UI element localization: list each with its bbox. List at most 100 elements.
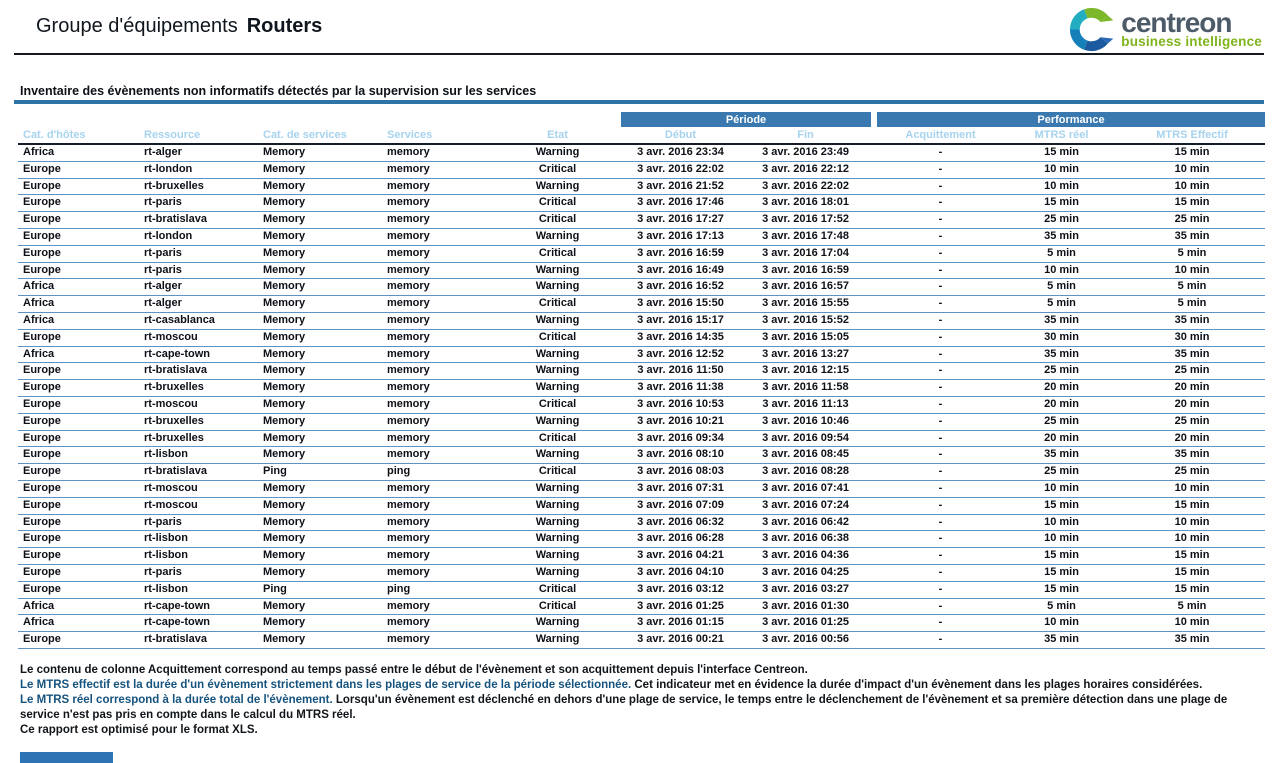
cell-acknowledgement: - xyxy=(877,245,1004,262)
cell-host-category: Europe xyxy=(18,430,139,447)
cell-end: 3 avr. 2016 08:45 xyxy=(740,447,871,464)
cell-start: 3 avr. 2016 22:02 xyxy=(621,161,740,178)
cell-acknowledgement: - xyxy=(877,514,1004,531)
note-term: Le MTRS réel correspond à la durée total… xyxy=(20,694,333,706)
cell-host-category: Africa xyxy=(18,312,139,329)
cell-resource: rt-bruxelles xyxy=(139,430,258,447)
event-row: Europert-moscouMemorymemoryCritical3 avr… xyxy=(18,396,1265,413)
cell-mtrs-real: 15 min xyxy=(1004,497,1119,514)
cell-acknowledgement: - xyxy=(877,178,1004,195)
cell-service: memory xyxy=(382,346,494,363)
event-row: Europert-parisMemorymemoryCritical3 avr.… xyxy=(18,245,1265,262)
cell-end: 3 avr. 2016 06:38 xyxy=(740,531,871,548)
cell-service: memory xyxy=(382,212,494,229)
cell-acknowledgement: - xyxy=(877,564,1004,581)
cell-service: memory xyxy=(382,564,494,581)
cell-host-category: Europe xyxy=(18,212,139,229)
cell-mtrs-effective: 15 min xyxy=(1119,548,1265,565)
cell-start: 3 avr. 2016 21:52 xyxy=(621,178,740,195)
cell-service: memory xyxy=(382,480,494,497)
event-table-body: Africart-algerMemorymemoryWarning3 avr. … xyxy=(18,144,1265,648)
cell-start: 3 avr. 2016 01:15 xyxy=(621,615,740,632)
cell-start: 3 avr. 2016 15:17 xyxy=(621,312,740,329)
cell-start: 3 avr. 2016 06:32 xyxy=(621,514,740,531)
page-title-prefix: Groupe d'équipements xyxy=(36,15,238,37)
cell-host-category: Europe xyxy=(18,195,139,212)
cell-service-category: Memory xyxy=(258,363,382,380)
cell-service: memory xyxy=(382,632,494,649)
event-row: Europert-bratislavaPingpingCritical3 avr… xyxy=(18,464,1265,481)
cell-mtrs-real: 35 min xyxy=(1004,228,1119,245)
cell-mtrs-real: 5 min xyxy=(1004,245,1119,262)
cell-service: memory xyxy=(382,195,494,212)
cell-mtrs-real: 35 min xyxy=(1004,447,1119,464)
cell-end: 3 avr. 2016 04:36 xyxy=(740,548,871,565)
col-header-host-category: Cat. d'hôtes xyxy=(18,127,139,144)
cell-acknowledgement: - xyxy=(877,497,1004,514)
cell-resource: rt-moscou xyxy=(139,396,258,413)
event-row: Europert-londonMemorymemoryCritical3 avr… xyxy=(18,161,1265,178)
cell-start: 3 avr. 2016 10:53 xyxy=(621,396,740,413)
cell-resource: rt-moscou xyxy=(139,497,258,514)
cell-acknowledgement: - xyxy=(877,262,1004,279)
cell-mtrs-effective: 35 min xyxy=(1119,346,1265,363)
cell-mtrs-effective: 5 min xyxy=(1119,245,1265,262)
cell-state: Warning xyxy=(494,564,621,581)
cell-state: Critical xyxy=(494,296,621,313)
cell-end: 3 avr. 2016 01:30 xyxy=(740,598,871,615)
cell-mtrs-effective: 20 min xyxy=(1119,380,1265,397)
event-row: Europert-moscouMemorymemoryWarning3 avr.… xyxy=(18,480,1265,497)
cell-end: 3 avr. 2016 18:01 xyxy=(740,195,871,212)
cell-service: memory xyxy=(382,380,494,397)
event-row: Europert-bruxellesMemorymemoryWarning3 a… xyxy=(18,380,1265,397)
cell-acknowledgement: - xyxy=(877,464,1004,481)
cell-start: 3 avr. 2016 01:25 xyxy=(621,598,740,615)
event-row: Europert-moscouMemorymemoryWarning3 avr.… xyxy=(18,497,1265,514)
cell-state: Critical xyxy=(494,464,621,481)
cell-end: 3 avr. 2016 07:24 xyxy=(740,497,871,514)
cell-end: 3 avr. 2016 07:41 xyxy=(740,480,871,497)
cell-service: memory xyxy=(382,447,494,464)
col-header-service: Services xyxy=(382,127,494,144)
cell-mtrs-real: 15 min xyxy=(1004,548,1119,565)
cell-start: 3 avr. 2016 16:59 xyxy=(621,245,740,262)
cell-resource: rt-lisbon xyxy=(139,548,258,565)
cell-mtrs-real: 10 min xyxy=(1004,514,1119,531)
cell-acknowledgement: - xyxy=(877,447,1004,464)
cell-state: Warning xyxy=(494,514,621,531)
cell-start: 3 avr. 2016 23:34 xyxy=(621,144,740,161)
cell-state: Warning xyxy=(494,480,621,497)
cell-end: 3 avr. 2016 15:55 xyxy=(740,296,871,313)
col-header-end: Fin xyxy=(740,127,871,144)
event-row: Africart-algerMemorymemoryWarning3 avr. … xyxy=(18,279,1265,296)
cell-start: 3 avr. 2016 14:35 xyxy=(621,329,740,346)
col-header-start: Début xyxy=(621,127,740,144)
page-title: Groupe d'équipementsRouters xyxy=(36,15,322,38)
note-term: Le MTRS effectif est la durée d'un évène… xyxy=(20,679,631,691)
cell-host-category: Europe xyxy=(18,396,139,413)
cell-resource: rt-alger xyxy=(139,144,258,161)
cell-start: 3 avr. 2016 16:49 xyxy=(621,262,740,279)
cell-service-category: Memory xyxy=(258,598,382,615)
cell-mtrs-real: 10 min xyxy=(1004,531,1119,548)
cell-host-category: Europe xyxy=(18,413,139,430)
cell-service-category: Memory xyxy=(258,144,382,161)
cell-acknowledgement: - xyxy=(877,228,1004,245)
cell-service-category: Memory xyxy=(258,497,382,514)
cell-state: Warning xyxy=(494,447,621,464)
cell-state: Critical xyxy=(494,245,621,262)
centreon-logo: centreon business intelligence xyxy=(1067,5,1262,54)
cell-state: Warning xyxy=(494,531,621,548)
cell-host-category: Africa xyxy=(18,615,139,632)
cell-mtrs-effective: 15 min xyxy=(1119,581,1265,598)
cell-mtrs-effective: 20 min xyxy=(1119,430,1265,447)
cell-mtrs-effective: 35 min xyxy=(1119,312,1265,329)
cell-service-category: Memory xyxy=(258,564,382,581)
cell-mtrs-effective: 25 min xyxy=(1119,212,1265,229)
cell-host-category: Europe xyxy=(18,514,139,531)
cell-resource: rt-bratislava xyxy=(139,363,258,380)
cell-start: 3 avr. 2016 07:31 xyxy=(621,480,740,497)
cell-service: memory xyxy=(382,598,494,615)
cell-service-category: Memory xyxy=(258,346,382,363)
event-row: Europert-lisbonMemorymemoryWarning3 avr.… xyxy=(18,531,1265,548)
